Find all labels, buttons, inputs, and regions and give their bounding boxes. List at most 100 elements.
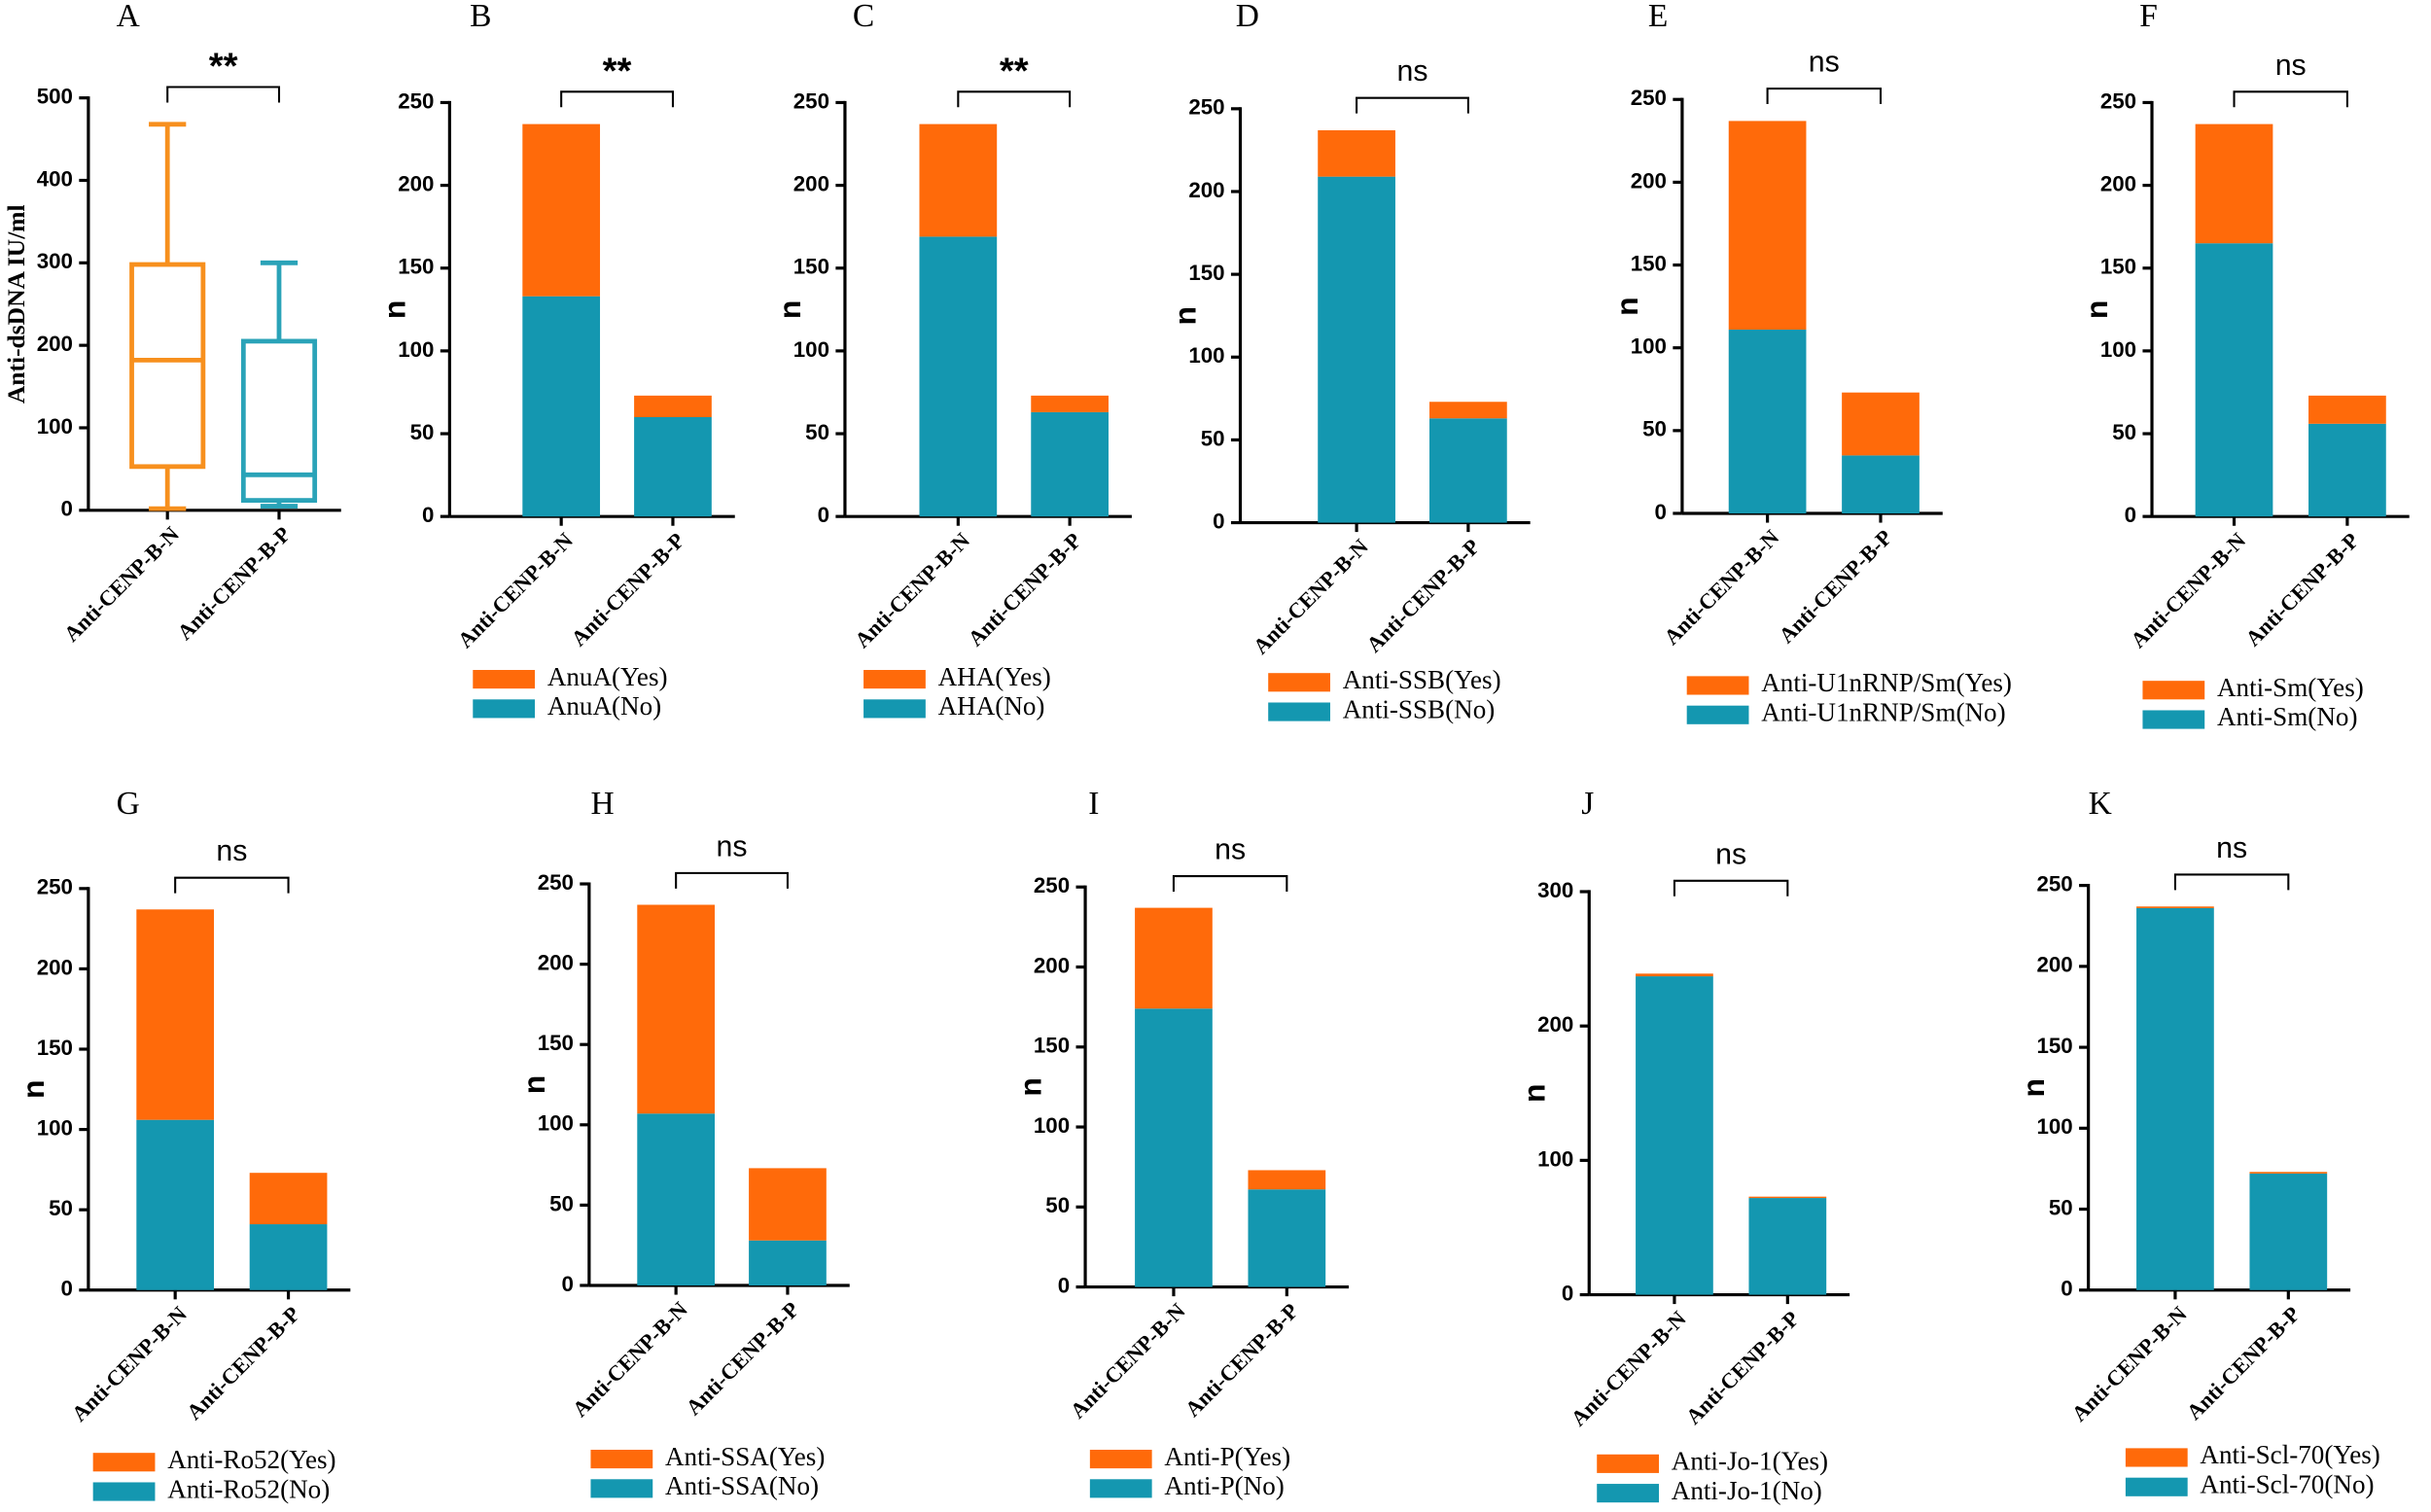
legend-swatch — [2125, 1477, 2188, 1496]
legend-swatch — [1686, 676, 1749, 695]
bar-segment — [1748, 1196, 1827, 1199]
bar-segment — [1318, 129, 1395, 177]
bar-segment — [1031, 395, 1109, 412]
y-tick-label: 0 — [61, 1277, 73, 1301]
y-tick-label: 150 — [398, 255, 434, 279]
y-tick-label: 250 — [2100, 88, 2136, 113]
panel-label: C — [853, 0, 874, 34]
x-tick-label: Anti-CENP-B-P — [1681, 1306, 1804, 1428]
y-tick-label: 0 — [1655, 500, 1667, 524]
y-axis-title: n — [1609, 297, 1644, 315]
y-tick-label: 0 — [818, 503, 829, 527]
bar-segment — [1248, 1170, 1326, 1190]
significance-bracket — [166, 86, 281, 103]
significance-label: ns — [1396, 55, 1427, 88]
y-tick-label: 150 — [1034, 1034, 1070, 1058]
legend-label: Anti-P(No) — [1164, 1471, 1284, 1500]
y-tick-label: 0 — [2061, 1277, 2072, 1301]
x-tick-label: Anti-CENP-B-P — [2182, 1302, 2305, 1424]
significance-label: ns — [2216, 832, 2247, 864]
bar-segment — [522, 296, 601, 517]
significance-bracket — [1356, 96, 1469, 114]
bar-segment — [2136, 907, 2214, 1290]
x-tick-label: Anti-CENP-B-P — [182, 1302, 304, 1424]
x-tick-label: Anti-CENP-B-N — [453, 528, 578, 652]
x-tick-label: Anti-CENP-B-N — [1659, 525, 1783, 650]
y-tick-label: 100 — [1631, 334, 1667, 359]
y-tick-label: 50 — [49, 1196, 73, 1220]
x-tick-label: Anti-CENP-B-P — [2240, 528, 2363, 651]
legend-swatch — [1089, 1479, 1152, 1498]
y-tick-label: 0 — [1058, 1273, 1070, 1297]
legend-swatch — [2125, 1448, 2188, 1467]
y-axis-title: n — [772, 300, 807, 319]
significance-label: ns — [717, 830, 748, 862]
bar-segment — [136, 1119, 215, 1290]
x-tick-label: Anti-CENP-B-N — [67, 1302, 192, 1426]
y-tick-label: 100 — [2036, 1114, 2072, 1139]
legend-label: Anti-P(Yes) — [1164, 1442, 1290, 1471]
significance-label: ** — [1000, 50, 1029, 91]
bar-segment — [919, 123, 998, 237]
bar-segment — [637, 1113, 716, 1285]
legend-swatch — [1089, 1449, 1152, 1469]
y-tick-label: 150 — [793, 255, 829, 279]
legend-label: Anti-U1nRNP/Sm(No) — [1761, 697, 2005, 726]
legend-swatch — [1597, 1484, 1659, 1503]
panel-label: D — [1236, 0, 1259, 34]
x-tick-label: Anti-CENP-B-N — [568, 1297, 692, 1422]
y-tick-label: 50 — [549, 1191, 574, 1215]
significance-bracket — [2233, 90, 2348, 108]
bar-segment — [1842, 455, 1920, 513]
significance-bracket — [560, 90, 675, 108]
panel-label: K — [2089, 786, 2112, 822]
y-tick-label: 0 — [61, 497, 73, 521]
legend-label: AHA(No) — [938, 691, 1045, 721]
y-tick-label: 200 — [793, 171, 829, 195]
y-tick-label: 0 — [422, 503, 434, 527]
x-tick-label: Anti-CENP-B-N — [1249, 534, 1373, 658]
legend-label: Anti-SSB(Yes) — [1343, 665, 1501, 694]
significance-label: ** — [603, 50, 632, 91]
y-tick-label: 250 — [1034, 873, 1070, 897]
x-tick-label: Anti-CENP-B-P — [566, 528, 688, 651]
y-tick-label: 250 — [1631, 86, 1667, 110]
legend-swatch — [92, 1482, 156, 1501]
significance-bracket — [1172, 875, 1288, 893]
legend-swatch — [1597, 1454, 1659, 1473]
significance-label: ns — [1809, 47, 1840, 79]
significance-bracket — [2173, 873, 2290, 891]
y-tick-label: 50 — [1642, 417, 1667, 441]
bar-segment — [1728, 329, 1807, 513]
y-axis-title: n — [2016, 1078, 2051, 1097]
legend-label: Anti-SSA(No) — [665, 1471, 819, 1500]
y-tick-label: 50 — [2049, 1195, 2073, 1219]
legend-label: Anti-Jo-1(No) — [1672, 1476, 1822, 1505]
significance-label: ns — [2275, 50, 2307, 82]
x-tick-label: Anti-CENP-B-N — [2067, 1302, 2192, 1426]
y-tick-label: 500 — [37, 85, 73, 109]
legend-label: Anti-Ro52(No) — [167, 1474, 330, 1503]
y-tick-label: 200 — [1034, 953, 1070, 977]
y-tick-label: 300 — [1537, 878, 1573, 902]
y-tick-label: 100 — [398, 337, 434, 362]
significance-bracket — [1673, 879, 1789, 897]
legend-label: Anti-SSB(No) — [1343, 694, 1496, 723]
significance-label: ns — [1715, 838, 1746, 870]
bar-segment — [1728, 121, 1807, 330]
y-axis-title: n — [16, 1080, 51, 1099]
bar-segment — [637, 904, 716, 1114]
bar-segment — [249, 1224, 328, 1290]
legend-swatch — [1268, 702, 1330, 721]
panel-label: I — [1088, 786, 1099, 822]
bar-segment — [1135, 1008, 1213, 1287]
bar-segment — [1636, 973, 1713, 977]
legend-label: Anti-Sm(Yes) — [2217, 673, 2364, 702]
y-tick-label: 150 — [538, 1031, 574, 1055]
panel-label: F — [2139, 0, 2158, 34]
panel-label: H — [590, 786, 614, 822]
legend-swatch — [590, 1449, 653, 1469]
bar-segment — [522, 123, 601, 297]
box — [129, 262, 206, 470]
bar-segment — [2195, 123, 2273, 244]
